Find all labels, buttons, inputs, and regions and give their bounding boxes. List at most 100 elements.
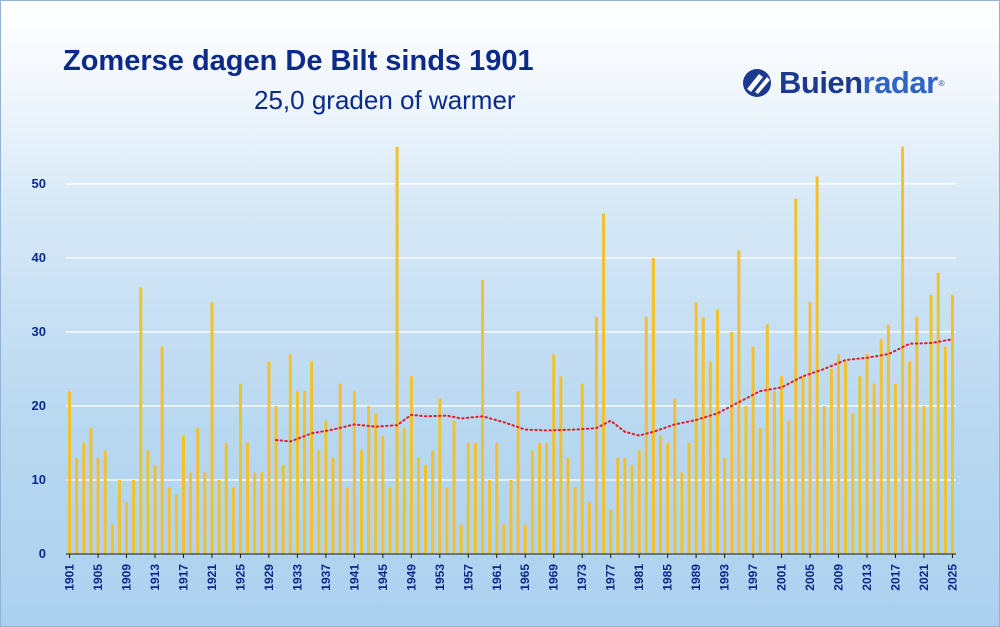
- x-tick-label: 2005: [803, 564, 817, 591]
- x-tick-label: 1917: [176, 564, 190, 591]
- bar: [488, 479, 492, 554]
- bar: [153, 465, 157, 554]
- bar: [908, 361, 912, 554]
- bar: [609, 509, 613, 554]
- bar: [459, 524, 463, 554]
- bar: [473, 442, 477, 554]
- bar: [395, 146, 399, 555]
- x-tick-label: 1989: [689, 564, 703, 591]
- bar: [438, 398, 442, 554]
- bar: [381, 435, 385, 554]
- x-tick-label: 1993: [718, 564, 732, 591]
- bar: [943, 346, 947, 554]
- bar: [744, 405, 748, 554]
- logo-name-part1: Buien: [779, 65, 863, 100]
- bar: [844, 361, 848, 554]
- bar: [167, 487, 171, 554]
- bar: [630, 465, 634, 554]
- trend-line: [275, 338, 954, 443]
- x-tick-label: 2013: [860, 564, 874, 591]
- bar: [231, 487, 235, 554]
- bar: [274, 405, 278, 554]
- x-tick-label: 1913: [148, 564, 162, 591]
- bar: [901, 146, 905, 555]
- bar: [359, 450, 363, 554]
- bar: [303, 391, 307, 554]
- y-tick-label: 10: [32, 472, 46, 487]
- bar: [858, 376, 862, 554]
- bar: [730, 331, 734, 554]
- x-tick-label: 1957: [461, 564, 475, 591]
- bar: [466, 442, 470, 554]
- bar: [559, 376, 563, 554]
- x-tick-label: 1937: [319, 564, 333, 591]
- bar: [431, 450, 435, 554]
- x-tick-label: 2021: [917, 564, 931, 591]
- bar: [75, 457, 79, 554]
- bar: [196, 428, 200, 554]
- bar: [815, 176, 819, 554]
- bar: [352, 391, 356, 554]
- bar: [181, 435, 185, 554]
- bar: [829, 368, 833, 554]
- trend-line-path: [275, 338, 954, 443]
- x-tick-label: 1945: [376, 564, 390, 591]
- y-tick-label: 30: [32, 324, 46, 339]
- bar: [530, 450, 534, 554]
- buienradar-logo: Buienradar ®: [741, 65, 945, 101]
- bar: [110, 524, 114, 554]
- bar: [808, 302, 812, 554]
- bar: [552, 354, 556, 554]
- bar: [708, 361, 712, 554]
- bar: [765, 324, 769, 554]
- x-tick-label: 1985: [661, 564, 675, 591]
- chart-title: Zomerse dagen De Bilt sinds 1901: [63, 45, 534, 77]
- bar: [580, 383, 584, 554]
- y-tick-label: 0: [39, 546, 46, 561]
- bar: [281, 465, 285, 554]
- bar: [787, 420, 791, 554]
- bar: [68, 391, 72, 554]
- axes: 0 10 20 30 40 50 1901 1905 1909 1913 1917 1921 1925 1…: [32, 176, 960, 591]
- bar: [402, 428, 406, 554]
- bar: [680, 472, 684, 554]
- x-tick-label: 2017: [888, 564, 902, 591]
- bar: [687, 442, 691, 554]
- x-tick-label: 1961: [490, 564, 504, 591]
- x-tick-label: 1997: [746, 564, 760, 591]
- x-tick-label: 1965: [518, 564, 532, 591]
- bar: [886, 324, 890, 554]
- x-tick-label: 1925: [233, 564, 247, 591]
- chart-subtitle: 25,0 graden of warmer: [254, 85, 516, 115]
- bar: [253, 472, 257, 554]
- logo-registered-mark: ®: [938, 78, 945, 88]
- bar: [758, 428, 762, 554]
- bar: [345, 487, 349, 554]
- bar: [331, 457, 335, 554]
- bar: [893, 383, 897, 554]
- bar: [950, 294, 954, 554]
- bar: [822, 405, 826, 554]
- bar: [566, 457, 570, 554]
- bar: [929, 294, 933, 554]
- bar: [160, 346, 164, 554]
- bar: [388, 487, 392, 554]
- bar: [324, 420, 328, 554]
- bar: [794, 198, 798, 554]
- bar: [310, 361, 314, 554]
- bar: [374, 413, 378, 554]
- x-tick-label: 1901: [63, 564, 77, 591]
- bar: [602, 213, 606, 554]
- bar: [573, 487, 577, 554]
- bar: [224, 442, 228, 554]
- x-tick-label: 1973: [575, 564, 589, 591]
- buienradar-logo-icon: [743, 69, 771, 97]
- bars: [68, 146, 954, 555]
- bar: [715, 309, 719, 554]
- bar: [644, 317, 648, 554]
- bar: [238, 383, 242, 554]
- bar: [723, 457, 727, 554]
- bar: [260, 472, 264, 554]
- x-tick-label: 2009: [832, 564, 846, 591]
